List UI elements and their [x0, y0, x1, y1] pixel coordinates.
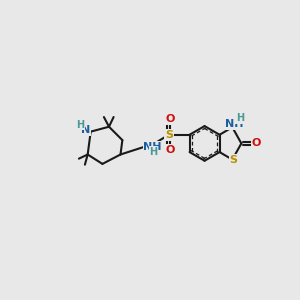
Text: O: O [166, 114, 175, 124]
Text: NH: NH [143, 142, 162, 152]
Text: H: H [149, 147, 158, 157]
Text: N: N [81, 125, 90, 135]
Text: S: S [165, 130, 173, 140]
Text: H: H [236, 113, 244, 124]
Text: O: O [166, 145, 175, 155]
Text: H: H [76, 120, 85, 130]
Text: S: S [230, 154, 238, 165]
Text: O: O [252, 138, 261, 148]
Text: NH: NH [225, 119, 243, 129]
